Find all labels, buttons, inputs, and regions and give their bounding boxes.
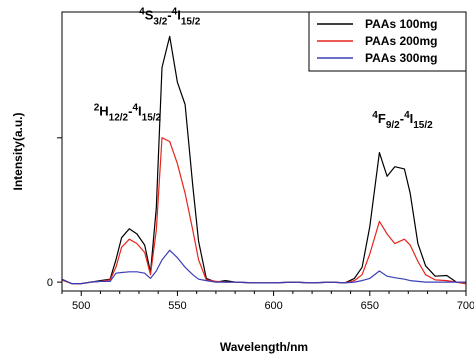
x-tick-label: 650 — [361, 300, 379, 312]
transition-label-1: 2H12/2-4I15/2 — [94, 103, 162, 124]
x-tick-label: 550 — [168, 300, 186, 312]
legend: PAAs 100mg PAAs 200mg PAAs 300mg — [308, 11, 467, 72]
legend-label-1: PAAs 100mg — [365, 17, 437, 31]
y-axis-title: Intensity(a.u.) — [11, 112, 25, 190]
x-tick-label: 500 — [72, 300, 90, 312]
transition-label-2: 4S3/2-4I15/2 — [139, 6, 201, 27]
transition-label-3: 4F9/2-4I15/2 — [372, 110, 433, 131]
series-line-2 — [61, 137, 467, 285]
series-layer — [61, 35, 467, 285]
legend-label-2: PAAs 200mg — [365, 34, 437, 48]
plot-frame — [61, 11, 467, 292]
x-axis-title: Wavelength/nm — [220, 340, 308, 354]
legend-label-3: PAAs 300mg — [365, 51, 437, 65]
y-tick-label: 0 — [47, 277, 53, 289]
x-tick-label: 600 — [264, 300, 282, 312]
axes-layer: 500 550 600 650 700 0 — [47, 11, 474, 312]
annotation-layer: 2H12/2-4I15/2 4S3/2-4I15/2 4F9/2-4I15/2 — [94, 6, 433, 131]
legend-box — [308, 11, 467, 72]
series-line-1 — [61, 35, 467, 285]
x-tick-label: 700 — [457, 300, 474, 312]
series-line-3 — [61, 249, 466, 285]
